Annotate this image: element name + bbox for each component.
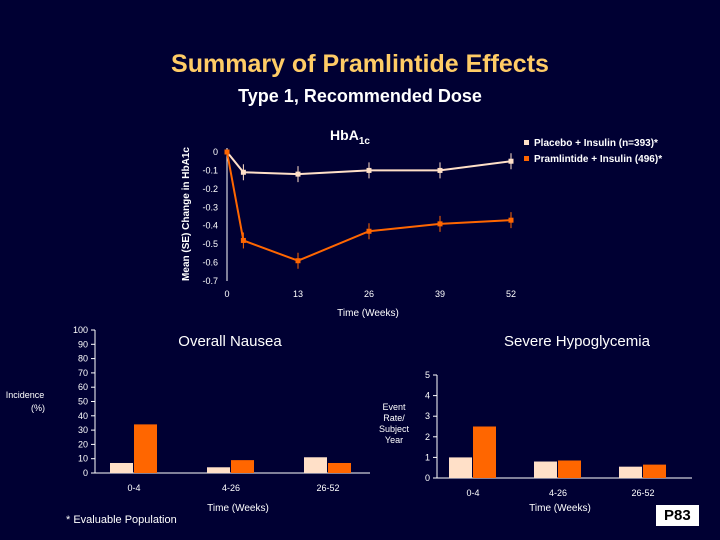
line-point bbox=[508, 158, 514, 164]
nausea-y-tick-label: 90 bbox=[78, 339, 88, 349]
nausea-chart-title: Overall Nausea bbox=[178, 333, 282, 350]
line-chart-x-tick-label: 26 bbox=[364, 289, 374, 299]
line-chart-y-tick-label: -0.2 bbox=[202, 184, 218, 194]
line-chart-y-tick-label: -0.7 bbox=[202, 276, 218, 286]
line-point bbox=[295, 258, 301, 264]
nausea-y-tick-label: 30 bbox=[78, 425, 88, 435]
nausea-bar-pramlintide bbox=[328, 462, 351, 473]
hypo-bar-placebo bbox=[619, 466, 642, 478]
legend-swatch-pramlintide bbox=[524, 156, 529, 161]
line-series-placebo bbox=[226, 151, 512, 176]
line-chart-x-tick-label: 39 bbox=[435, 289, 445, 299]
hypo-chart-title: Severe Hypoglycemia bbox=[504, 333, 651, 350]
nausea-bar-placebo bbox=[207, 467, 230, 473]
slide-code: P83 bbox=[656, 505, 699, 526]
line-point bbox=[366, 167, 372, 173]
nausea-bar-pramlintide bbox=[231, 460, 254, 473]
hypoglycemia-bar-chart: Severe Hypoglycemia Event Rate/ Subject … bbox=[379, 333, 692, 514]
slide-subtitle: Type 1, Recommended Dose bbox=[238, 86, 482, 106]
slide-title: Summary of Pramlintide Effects bbox=[171, 50, 549, 78]
line-point bbox=[366, 228, 372, 234]
nausea-ylabel-line-1: Incidence bbox=[6, 390, 45, 400]
line-series-pramlintide bbox=[226, 151, 512, 262]
line-point bbox=[437, 221, 443, 227]
line-chart-x-tick-label: 52 bbox=[506, 289, 516, 299]
hypo-ylabel-line-2: Rate/ bbox=[383, 413, 405, 423]
nausea-bar-pramlintide bbox=[134, 424, 157, 473]
line-chart-y-tick-label: -0.6 bbox=[202, 258, 218, 268]
hypo-y-tick-label: 5 bbox=[425, 370, 430, 380]
hypo-ylabel-line-3: Subject bbox=[379, 424, 410, 434]
nausea-y-tick-label: 80 bbox=[78, 354, 88, 364]
legend-label-placebo: Placebo + Insulin (n=393)* bbox=[534, 138, 658, 149]
nausea-bar-placebo bbox=[110, 462, 133, 473]
line-point bbox=[240, 169, 246, 175]
nausea-bar-chart: Overall Nausea Incidence (%) Time (Weeks… bbox=[6, 325, 370, 514]
line-point bbox=[508, 217, 514, 223]
nausea-y-tick-label: 0 bbox=[83, 468, 88, 478]
hypo-bar-placebo bbox=[449, 457, 472, 478]
hypo-x-tick-label: 4-26 bbox=[549, 488, 567, 498]
line-point bbox=[295, 171, 301, 177]
line-chart-title-sub: 1c bbox=[359, 136, 371, 147]
line-chart-title-main: HbA bbox=[330, 127, 359, 143]
line-chart-y-tick-label: -0.1 bbox=[202, 165, 218, 175]
nausea-y-tick-label: 10 bbox=[78, 454, 88, 464]
hypo-y-tick-label: 1 bbox=[425, 452, 430, 462]
line-chart-y-tick-label: -0.3 bbox=[202, 202, 218, 212]
hypo-bar-pramlintide bbox=[558, 460, 581, 478]
line-chart-y-tick-label: -0.4 bbox=[202, 221, 218, 231]
nausea-bar-placebo bbox=[304, 457, 327, 473]
line-chart-title: HbA1c bbox=[330, 127, 370, 147]
nausea-y-tick-label: 70 bbox=[78, 368, 88, 378]
line-point bbox=[224, 149, 230, 155]
nausea-y-tick-label: 20 bbox=[78, 439, 88, 449]
nausea-chart-xlabel: Time (Weeks) bbox=[207, 503, 269, 514]
line-chart-ylabel: Mean (SE) Change in HbA1c bbox=[181, 147, 192, 281]
hypo-chart-xlabel: Time (Weeks) bbox=[529, 503, 591, 514]
line-chart-xlabel: Time (Weeks) bbox=[337, 308, 399, 319]
hypo-y-tick-label: 3 bbox=[425, 411, 430, 421]
line-chart-y-tick-label: 0 bbox=[213, 147, 218, 157]
hypo-ylabel-line-4: Year bbox=[385, 435, 403, 445]
line-chart-y-tick-label: -0.5 bbox=[202, 239, 218, 249]
hypo-y-tick-label: 2 bbox=[425, 432, 430, 442]
hypo-y-tick-label: 4 bbox=[425, 391, 430, 401]
legend-label-pramlintide: Pramlintide + Insulin (496)* bbox=[534, 154, 662, 165]
hba1c-line-chart: HbA1c Mean (SE) Change in HbA1c Time (We… bbox=[181, 127, 662, 319]
line-chart-x-tick-label: 0 bbox=[224, 289, 229, 299]
hypo-bar-pramlintide bbox=[643, 464, 666, 478]
nausea-y-tick-label: 100 bbox=[73, 325, 88, 335]
hypo-bar-pramlintide bbox=[473, 426, 496, 478]
line-point bbox=[437, 167, 443, 173]
footnote: * Evaluable Population bbox=[66, 514, 177, 526]
hypo-x-tick-label: 26-52 bbox=[631, 488, 654, 498]
nausea-ylabel-line-2: (%) bbox=[31, 403, 45, 413]
nausea-x-tick-label: 4-26 bbox=[222, 483, 240, 493]
nausea-y-tick-label: 50 bbox=[78, 397, 88, 407]
nausea-y-tick-label: 60 bbox=[78, 382, 88, 392]
hypo-x-tick-label: 0-4 bbox=[466, 488, 479, 498]
hypo-bar-placebo bbox=[534, 461, 557, 478]
nausea-x-tick-label: 0-4 bbox=[127, 483, 140, 493]
hypo-y-tick-label: 0 bbox=[425, 473, 430, 483]
nausea-x-tick-label: 26-52 bbox=[316, 483, 339, 493]
line-point bbox=[240, 237, 246, 243]
nausea-y-tick-label: 40 bbox=[78, 411, 88, 421]
line-chart-x-tick-label: 13 bbox=[293, 289, 303, 299]
hypo-ylabel-line-1: Event bbox=[382, 402, 406, 412]
legend-swatch-placebo bbox=[524, 140, 529, 145]
line-chart-legend: Placebo + Insulin (n=393)* Pramlintide +… bbox=[524, 138, 662, 165]
